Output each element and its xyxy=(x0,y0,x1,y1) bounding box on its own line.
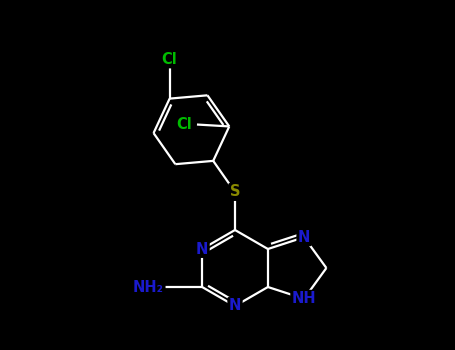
Text: S: S xyxy=(230,184,240,200)
Text: N: N xyxy=(196,241,208,257)
Text: Cl: Cl xyxy=(162,52,177,67)
Text: Cl: Cl xyxy=(176,117,192,132)
Text: NH₂: NH₂ xyxy=(133,280,164,294)
Text: N: N xyxy=(229,299,241,314)
Text: NH: NH xyxy=(292,291,316,306)
Text: N: N xyxy=(298,230,310,245)
